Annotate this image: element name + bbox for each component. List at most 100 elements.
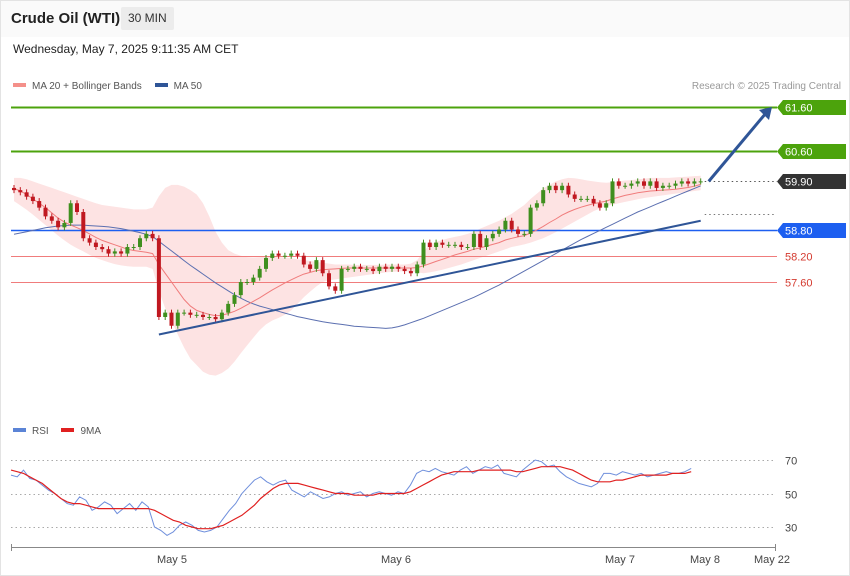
candle [24,189,29,200]
candle-body [314,260,319,269]
candle [138,235,142,250]
candle [163,309,168,320]
candle-body [138,238,142,247]
timestamp: Wednesday, May 7, 2025 9:11:35 AM CET [13,42,239,56]
candle-body [541,190,546,204]
candle-body [112,251,117,254]
candle [453,241,457,248]
candle [635,178,640,187]
candle [156,235,161,320]
rsi-9ma-line [10,466,692,530]
candle-body [43,207,48,217]
candle [547,182,552,194]
candle [213,314,218,323]
candle-body [226,303,231,313]
candle [131,244,136,250]
candle-body [295,253,300,256]
legend-swatch-ma20 [13,83,26,88]
candle [150,230,155,242]
candle-body [163,312,168,317]
candle-body [553,185,558,191]
candle-body [591,198,596,204]
candle [566,182,571,198]
candle-body [415,264,420,274]
candle-body [56,220,61,228]
candle-body [629,183,634,186]
candle [81,209,86,242]
candle [497,226,502,237]
candle-body [169,312,174,326]
candle [112,248,117,257]
candle [43,204,48,220]
candle [673,180,678,189]
candle [553,182,558,194]
candle [301,252,306,268]
level-label-58-80: 58.80 [785,226,813,238]
candle-body [156,238,161,317]
candle-body [427,242,432,247]
legend-label-9ma: 9MA [80,426,102,437]
candle [490,230,495,242]
candle [528,204,533,237]
candle-body [49,216,54,221]
candle [560,182,565,194]
candle-body [484,238,489,247]
candle-body [219,312,224,320]
rising-trendline [158,219,701,336]
candle-body [100,247,105,250]
candle-body [282,255,287,257]
candle [295,250,300,259]
candle [415,261,420,277]
candle-body [30,196,35,202]
candle [402,265,407,275]
candle [660,182,665,191]
timeframe-badge[interactable]: 30 MIN [121,7,174,30]
candle [390,263,394,272]
candle [471,230,476,250]
candle-body [327,273,331,287]
candle [459,241,464,250]
candle [106,246,111,257]
candle-body [251,277,256,282]
candle [604,200,609,211]
candle [358,263,363,272]
candle-body [232,295,237,304]
candle [352,263,357,272]
candle [692,178,697,187]
candle-body [364,268,369,270]
candle-body [667,185,672,187]
candle [219,309,224,323]
candle-body [264,257,268,269]
candle [226,300,231,316]
level-label-60-60: 60.60 [785,147,813,159]
candle [541,187,546,207]
candle [201,311,205,320]
time-axis-label: May 5 [157,554,187,566]
candle-body [182,312,187,314]
candle [30,193,35,205]
ma50-line [13,185,701,329]
candle [427,239,432,250]
candle-body [478,233,483,247]
candle-body [654,181,659,188]
candle [610,178,615,207]
candle [408,268,413,277]
candle [207,314,212,320]
candle [276,250,281,259]
candle-body [673,183,678,186]
candle [333,283,338,294]
candle [182,309,187,316]
candle-body [358,266,363,269]
candle [119,248,124,257]
candle [440,239,445,248]
candle-body [24,192,29,197]
candle-body [566,185,571,195]
candle [125,244,130,257]
main-legend: MA 20 + Bollinger Bands MA 50 [13,81,212,92]
candle-body [623,185,628,187]
candle [169,309,174,329]
candle-body [308,264,313,269]
candle [87,235,92,246]
candle-body [547,185,552,191]
